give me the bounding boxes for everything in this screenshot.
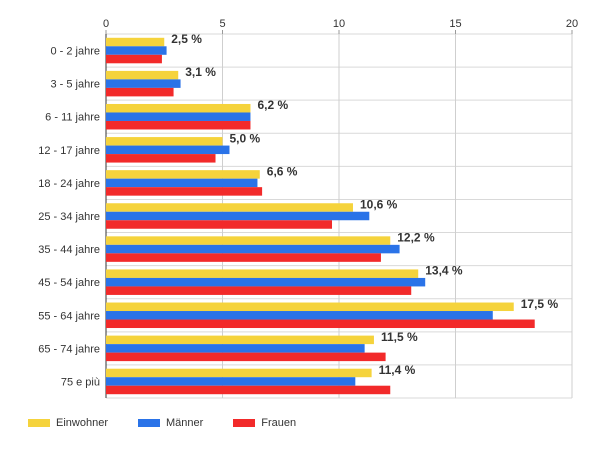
bar-frauen <box>106 385 391 395</box>
bar-einwohner <box>106 170 260 179</box>
bar-einwohner <box>106 203 353 212</box>
legend-item-frauen: Frauen <box>233 417 296 429</box>
bar-frauen <box>106 286 412 295</box>
data-label: 2,5 % <box>171 32 202 46</box>
legend-item-maenner: Männer <box>137 417 204 429</box>
bar-frauen <box>106 352 386 362</box>
y-category-label: 3 - 5 jahre <box>50 79 100 91</box>
y-category-label: 6 - 11 jahre <box>45 112 100 124</box>
legend-item-einwohner: Einwohner <box>28 417 108 429</box>
data-label: 11,4 % <box>379 363 416 377</box>
x-tick-label: 20 <box>566 18 578 30</box>
bar-mnner <box>106 344 365 353</box>
y-category-label: 35 - 44 jahre <box>38 244 100 256</box>
legend-swatch-frauen <box>233 419 256 427</box>
bar-chart: 0 5 10 15 20 0 - 2 jahre 2,5 % 3 - 5 jahre 3,1 %… <box>38 18 578 399</box>
data-label: 3,1 % <box>185 65 216 79</box>
x-tick-label: 0 <box>103 18 109 30</box>
bar-frauen <box>106 187 263 196</box>
data-label: 12,2 % <box>397 231 435 245</box>
bar-einwohner <box>106 302 514 312</box>
bar-einwohner <box>106 236 391 245</box>
bar-frauen <box>106 154 216 163</box>
y-category-label: 12 - 17 jahre <box>38 145 100 157</box>
y-category-label: 65 - 74 jahre <box>38 343 100 355</box>
bar-mnner <box>106 311 493 320</box>
y-category-label: 75 e più <box>61 376 100 388</box>
bar-mnner <box>106 244 400 254</box>
bar-einwohner <box>106 368 372 378</box>
legend-swatch-einwohner <box>28 419 50 427</box>
data-label: 6,2 % <box>257 98 288 112</box>
data-label: 13,4 % <box>425 264 463 278</box>
x-tick-label: 15 <box>449 18 461 30</box>
bar-mnner <box>106 112 251 121</box>
data-label: 10,6 % <box>360 198 398 212</box>
data-label: 11,5 % <box>381 330 418 344</box>
legend: Einwohner Männer Frauen <box>28 417 326 429</box>
y-category-label: 18 - 24 jahre <box>38 178 100 190</box>
bar-mnner <box>106 377 356 386</box>
bar-mnner <box>106 46 167 55</box>
bar-frauen <box>106 54 162 64</box>
data-label: 6,6 % <box>267 164 298 178</box>
bar-einwohner <box>106 103 251 113</box>
bar-mnner <box>106 178 258 188</box>
bar-mnner <box>106 79 181 88</box>
bar-frauen <box>106 253 381 262</box>
bar-mnner <box>106 145 230 155</box>
legend-swatch-maenner <box>137 419 160 427</box>
bar-mnner <box>106 211 370 221</box>
legend-label-maenner: Männer <box>165 417 204 429</box>
y-category-label: 55 - 64 jahre <box>38 310 100 322</box>
bar-einwohner <box>106 37 165 47</box>
bar-frauen <box>106 120 251 130</box>
y-category-label: 0 - 2 jahre <box>50 46 100 58</box>
bar-einwohner <box>106 70 179 80</box>
bar-frauen <box>106 87 174 97</box>
bar-mnner <box>106 277 426 287</box>
bar-einwohner <box>106 335 374 345</box>
bar-frauen <box>106 319 535 329</box>
bar-einwohner <box>106 269 419 278</box>
legend-label-frauen: Frauen <box>261 417 297 429</box>
x-tick-label: 10 <box>333 18 345 30</box>
bar-frauen <box>106 220 333 229</box>
data-label: 17,5 % <box>521 297 559 311</box>
bar-einwohner <box>106 137 223 146</box>
y-category-label: 25 - 34 jahre <box>38 211 100 223</box>
y-category-label: 45 - 54 jahre <box>38 277 100 289</box>
x-tick-label: 5 <box>219 18 225 30</box>
data-label: 5,0 % <box>230 131 261 145</box>
legend-label-einwohner: Einwohner <box>56 417 108 429</box>
